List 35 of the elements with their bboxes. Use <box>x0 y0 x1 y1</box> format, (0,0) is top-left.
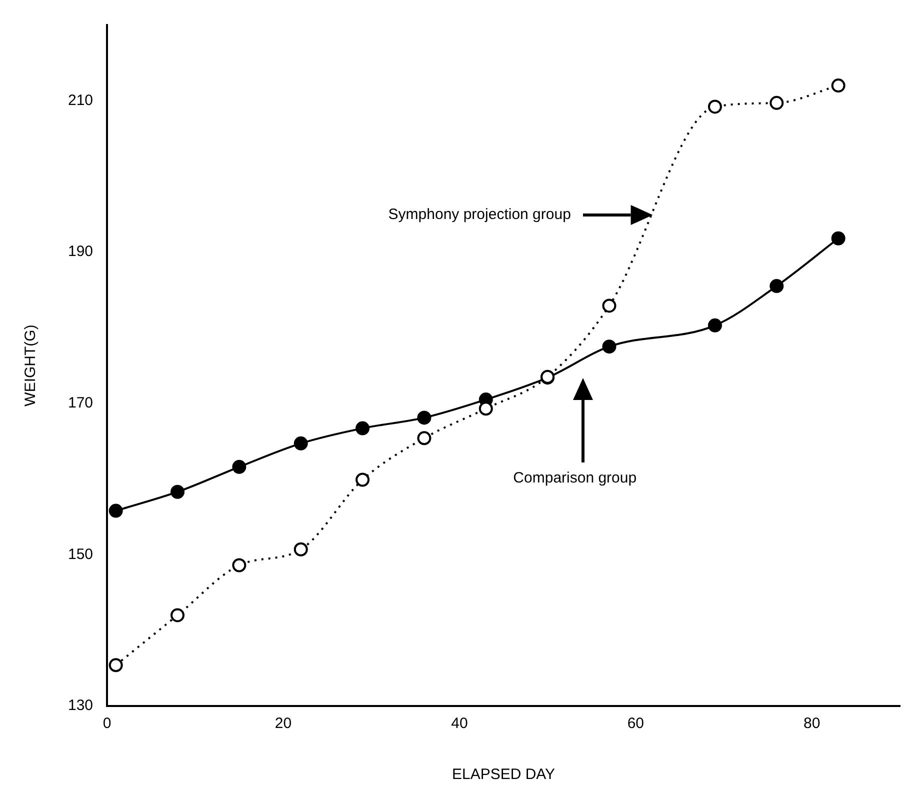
point <box>602 340 616 354</box>
point <box>356 472 370 487</box>
point <box>294 436 308 450</box>
point <box>356 421 370 436</box>
x-tick-label: 60 <box>627 715 644 732</box>
point <box>232 460 246 474</box>
x-tick-label: 20 <box>274 715 292 732</box>
point <box>602 298 616 313</box>
y-tick-label: 170 <box>68 394 94 412</box>
x-tick-label: 40 <box>451 715 468 732</box>
point <box>417 410 432 425</box>
point <box>294 542 308 556</box>
y-tick-label: 130 <box>68 697 94 714</box>
point <box>417 431 432 446</box>
y-tick-label: 210 <box>68 92 94 109</box>
y-tick-label: 150 <box>68 546 94 563</box>
y-axis-title: WEIGHT(G) <box>22 324 40 406</box>
annotation: Comparison group <box>513 470 637 487</box>
x-tick-label: 80 <box>804 715 820 732</box>
point <box>232 558 246 572</box>
point <box>170 608 185 622</box>
x-axis-title: ELAPSED DAY <box>452 766 556 784</box>
point <box>108 504 123 518</box>
y-tick-label: 190 <box>68 243 94 260</box>
point <box>708 318 722 332</box>
annotation: Symphony projection group <box>388 206 571 224</box>
point <box>831 78 846 93</box>
point <box>770 279 784 294</box>
point <box>831 231 846 246</box>
point <box>770 96 784 110</box>
point <box>170 484 185 499</box>
point <box>478 402 493 416</box>
point <box>108 658 123 672</box>
point <box>708 100 722 114</box>
x-tick-label: 0 <box>102 715 112 732</box>
